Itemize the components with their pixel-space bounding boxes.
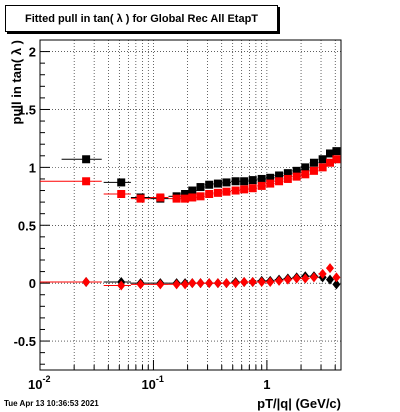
data-point [172, 279, 181, 290]
data-series [40, 147, 341, 291]
data-point [82, 277, 91, 287]
data-point [257, 174, 266, 183]
data-point [231, 186, 240, 195]
data-point [181, 194, 190, 203]
axis-ticks [39, 39, 336, 370]
data-point [332, 279, 341, 290]
data-point [222, 278, 231, 289]
data-point [326, 263, 335, 274]
data-point [188, 278, 197, 289]
series-3 [40, 263, 341, 291]
x-tick-label: 10-2 [28, 374, 50, 392]
data-point [292, 172, 301, 181]
series-0 [61, 147, 341, 203]
data-point [240, 185, 249, 194]
plot-border [39, 39, 342, 371]
data-point [205, 190, 214, 198]
data-point [205, 180, 214, 189]
data-point [283, 174, 292, 183]
data-point [136, 279, 145, 290]
data-point [231, 177, 240, 186]
data-point [301, 273, 310, 284]
axis-labels: -0.5 0 0.5 1 1.5 2 10-2 10-1 1 pT/|q| (GeV/c) pull… [9, 40, 341, 411]
y-tick-label: 0 [29, 276, 36, 291]
grid-lines [39, 40, 341, 370]
data-point [188, 193, 197, 202]
data-point [181, 190, 190, 198]
data-point [292, 166, 301, 175]
data-point [156, 193, 165, 202]
data-point [117, 178, 126, 187]
data-point [196, 183, 205, 192]
data-point [248, 176, 257, 185]
y-axis-title: pull in tan( λ ) [9, 40, 24, 125]
data-point [332, 155, 341, 164]
data-point [318, 155, 327, 164]
data-point [196, 278, 205, 289]
data-point [231, 278, 240, 289]
data-point [240, 277, 249, 287]
data-point [318, 268, 327, 279]
data-point [248, 184, 257, 193]
data-point [82, 155, 91, 164]
y-tick-label: 1 [29, 160, 36, 175]
data-point [292, 273, 301, 284]
data-point [283, 169, 292, 178]
data-point [156, 279, 165, 290]
data-point [181, 279, 190, 290]
data-point [275, 177, 284, 186]
data-point [309, 272, 318, 283]
data-point [196, 192, 205, 201]
data-point [275, 275, 284, 286]
data-point [266, 179, 275, 188]
data-point [205, 278, 214, 289]
data-point [257, 277, 266, 287]
y-tick-label: 2 [29, 45, 36, 60]
plot-frame [39, 39, 342, 371]
data-point [283, 274, 292, 285]
series-1 [40, 155, 341, 203]
data-point [213, 188, 222, 197]
data-point [266, 173, 275, 182]
x-axis-title: pT/|q| (GeV/c) [257, 396, 341, 411]
data-point [82, 177, 91, 186]
data-point [248, 277, 257, 287]
x-tick-label: 1 [263, 377, 270, 392]
data-point [257, 181, 266, 190]
data-point [240, 177, 249, 186]
data-point [275, 171, 284, 180]
data-point [172, 194, 181, 203]
data-point [332, 147, 341, 156]
data-point [332, 272, 341, 283]
y-tick-label: -0.5 [14, 334, 36, 349]
data-point [309, 158, 318, 167]
data-point [318, 163, 327, 172]
y-tick-label: 1.5 [18, 102, 36, 117]
data-point [326, 274, 335, 285]
data-point [213, 179, 222, 188]
data-point [117, 190, 126, 198]
y-tick-label: 0.5 [18, 218, 36, 233]
data-point [222, 187, 231, 196]
data-point [266, 277, 275, 287]
data-point [301, 163, 310, 172]
data-point [188, 186, 197, 195]
data-point [213, 278, 222, 289]
data-point [309, 166, 318, 175]
chart-title: Fitted pull in tan( λ ) for Global Rec A… [5, 5, 278, 32]
data-point [136, 194, 145, 203]
data-point [222, 178, 231, 187]
data-point [117, 280, 126, 291]
x-tick-label: 10-1 [141, 374, 163, 392]
data-point [326, 149, 335, 158]
data-point [326, 158, 335, 167]
timestamp-label: Tue Apr 13 10:36:53 2021 [4, 399, 99, 408]
data-point [301, 170, 310, 179]
